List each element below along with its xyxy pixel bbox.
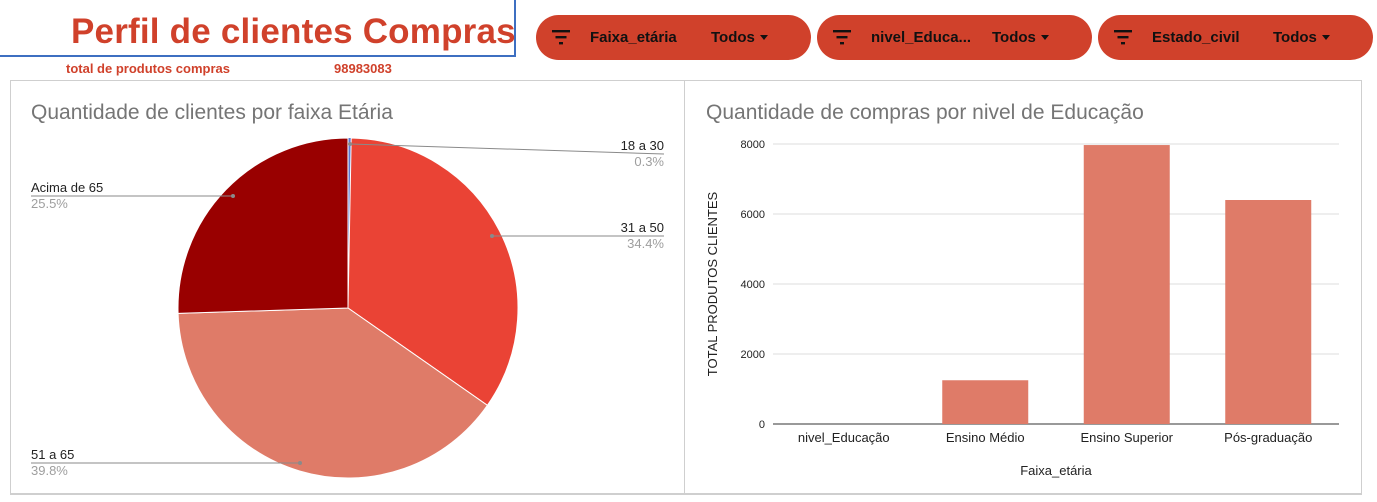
title-box: Perfil de clientes Compras — [0, 0, 516, 57]
pie-chart-title: Quantidade de clientes por faixa Etária — [31, 101, 393, 124]
bar-chart: 0 2000 4000 6000 8000 nivel_Educação Ensino Mé… — [705, 139, 1339, 478]
bar-2 — [942, 380, 1029, 424]
slice-label: 31 a 50 — [621, 220, 664, 235]
filter-nivel-educacao[interactable]: nivel_Educa... Todos — [817, 15, 1092, 60]
filter-value: Todos — [992, 29, 1036, 46]
caret-down-icon — [1040, 34, 1049, 40]
caret-down-icon — [1321, 34, 1330, 40]
pie-chart-panel: Quantidade de clientes por faixa Etária … — [10, 80, 685, 494]
slice-label: Acima de 65 — [31, 180, 103, 195]
filter-label: Estado_civil — [1152, 29, 1240, 46]
filter-estado-civil[interactable]: Estado_civil Todos — [1098, 15, 1373, 60]
bar-4 — [1225, 200, 1312, 424]
y-tick-label: 4000 — [741, 279, 765, 291]
filter-label: Faixa_etária — [590, 29, 677, 46]
panel-divider — [10, 494, 1362, 502]
y-tick-label: 8000 — [741, 139, 765, 151]
callout-dot-3 — [298, 461, 302, 465]
pie-slice-4 — [177, 137, 349, 314]
filter-label: nivel_Educa... — [871, 29, 972, 46]
filter-icon — [833, 30, 851, 45]
kpi-value: 98983083 — [334, 61, 392, 76]
bar-chart-panel: Quantidade de compras por nivel de Educa… — [684, 80, 1362, 494]
filter-dropdown[interactable]: Todos — [711, 29, 768, 46]
x-tick-label: Ensino Médio — [946, 430, 1025, 445]
page-title: Perfil de clientes Compras — [71, 12, 516, 51]
y-axis-title: TOTAL PRODUTOS CLIENTES — [705, 191, 720, 376]
slice-percent-label: 39.8% — [31, 463, 68, 478]
callout-dot-2 — [490, 234, 494, 238]
bar-3 — [1083, 145, 1170, 425]
callout-dot-1 — [348, 142, 352, 146]
x-tick-label: nivel_Educação — [798, 430, 890, 445]
y-tick-label: 2000 — [741, 349, 765, 361]
filter-value: Todos — [711, 29, 755, 46]
bar-chart-title: Quantidade de compras por nivel de Educa… — [706, 101, 1144, 124]
filter-faixa-etaria[interactable]: Faixa_etária Todos — [536, 15, 811, 60]
kpi-label: total de produtos compras — [66, 61, 230, 76]
y-tick-label: 6000 — [741, 209, 765, 221]
slice-label: 18 a 30 — [621, 138, 664, 153]
slice-percent-label: 34.4% — [627, 236, 664, 251]
filter-value: Todos — [1273, 29, 1317, 46]
slice-percent-label: 25.5% — [31, 196, 68, 211]
caret-down-icon — [759, 34, 768, 40]
filter-icon — [552, 30, 570, 45]
slice-percent-label: 0.3% — [634, 154, 664, 169]
filter-dropdown[interactable]: Todos — [992, 29, 1049, 46]
callout-line-1 — [349, 143, 665, 155]
filter-icon — [1114, 30, 1132, 45]
slice-label: 51 a 65 — [31, 447, 74, 462]
callout-dot-4 — [231, 194, 235, 198]
y-tick-label: 0 — [759, 419, 765, 431]
x-axis-title: Faixa_etária — [1020, 463, 1092, 478]
filter-dropdown[interactable]: Todos — [1273, 29, 1330, 46]
x-tick-label: Ensino Superior — [1081, 430, 1174, 445]
pie-slice-3 — [177, 307, 489, 479]
x-tick-label: Pós-graduação — [1224, 430, 1312, 445]
